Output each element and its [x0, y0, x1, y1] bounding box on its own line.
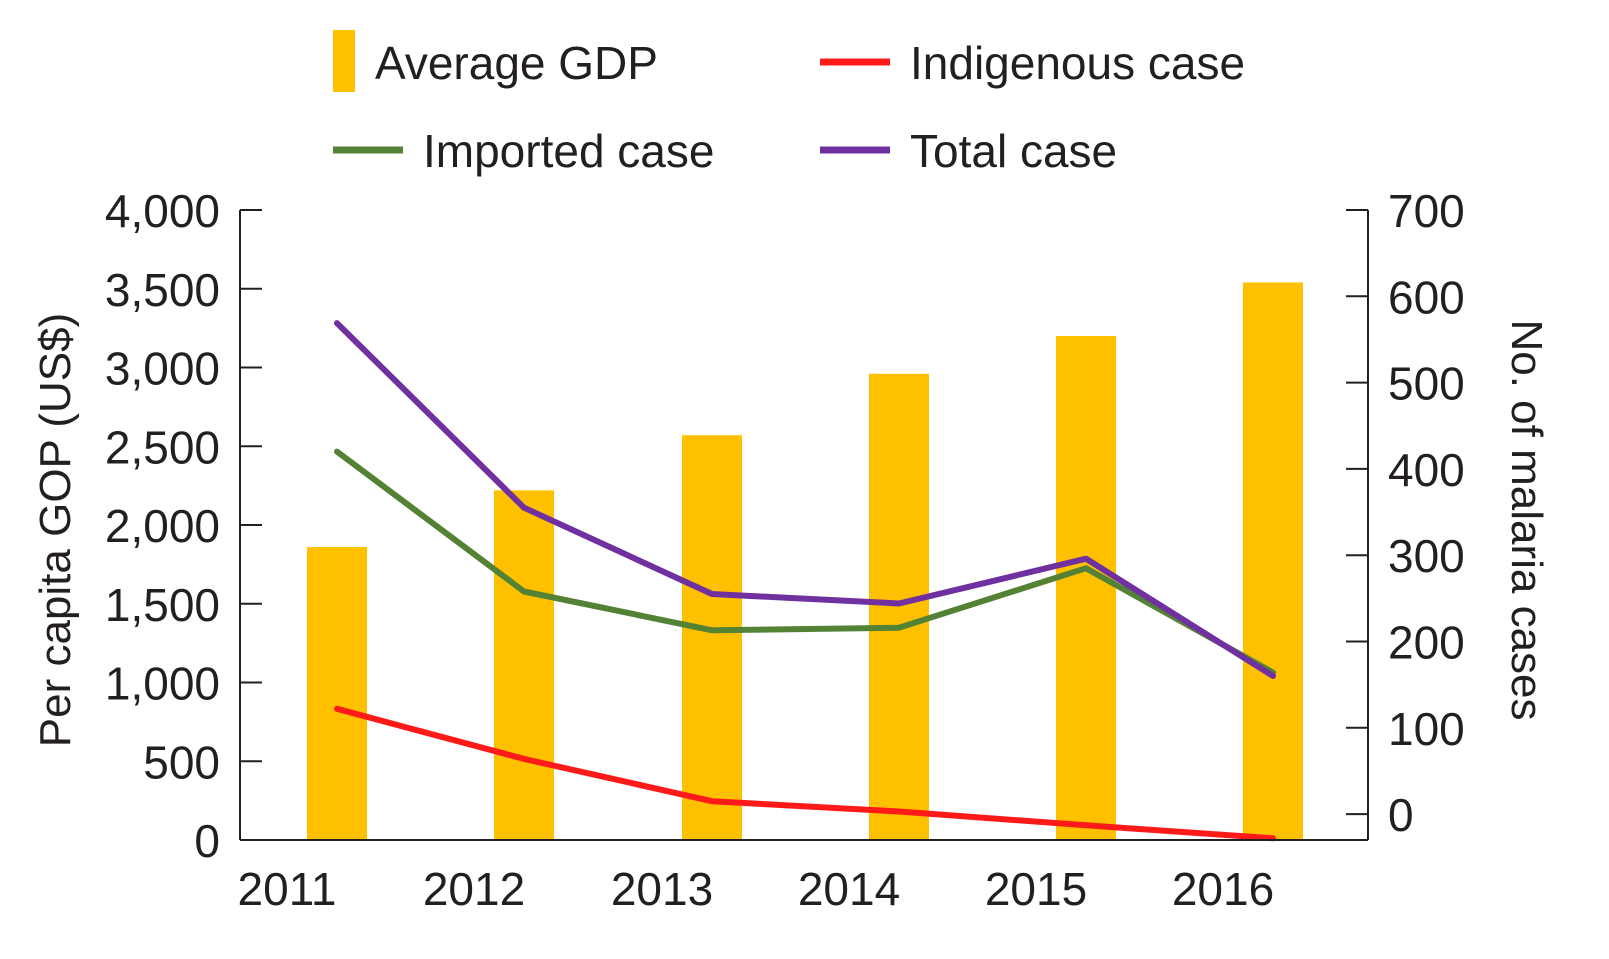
- legend-label-total-case: Total case: [910, 125, 1117, 177]
- bar-average-gdp-2014: [869, 373, 929, 840]
- x-tick-label-2015: 2015: [985, 863, 1087, 915]
- line-imported-case: [334, 448, 1276, 676]
- y-right-axis-label: No. of malaria cases: [1502, 319, 1551, 720]
- bar-average-gdp-2015: [1056, 336, 1116, 840]
- x-tick-label-2011: 2011: [238, 863, 337, 915]
- legend-label-indigenous-case: Indigenous case: [910, 37, 1245, 89]
- y-left-tick-label-1000: 1,000: [105, 658, 220, 710]
- legend-swatch-average-gdp: [333, 30, 355, 92]
- y-left-tick-label-0: 0: [194, 815, 220, 867]
- y-right-tick-label-0: 0: [1388, 789, 1414, 841]
- bar-average-gdp-2016: [1243, 282, 1303, 840]
- axes: 0 500 1,000 1,500 2,000 2,500 3,000 3,500 4,000 0…: [105, 185, 1465, 915]
- x-tick-label-2016: 2016: [1172, 863, 1274, 915]
- y-left-axis-label: Per capita GOP (US$): [31, 313, 80, 747]
- y-right-tick-label-500: 500: [1388, 358, 1465, 410]
- x-tick-label-2014: 2014: [798, 863, 900, 915]
- y-right-tick-label-400: 400: [1388, 444, 1465, 496]
- y-left-tick-label-3500: 3,500: [105, 264, 220, 316]
- line-total-case: [334, 320, 1276, 679]
- y-right-tick-label-600: 600: [1388, 271, 1465, 323]
- legend-label-imported-case: Imported case: [423, 125, 714, 177]
- x-tick-label-2012: 2012: [423, 863, 525, 915]
- y-left-tick-label-3000: 3,000: [105, 343, 220, 395]
- y-right-tick-label-200: 200: [1388, 617, 1465, 669]
- x-tick-label-2013: 2013: [611, 863, 713, 915]
- y-right-tick-label-300: 300: [1388, 530, 1465, 582]
- case-lines: [334, 320, 1276, 842]
- bar-average-gdp-2013: [682, 435, 742, 840]
- y-right-tick-label-700: 700: [1388, 185, 1465, 237]
- line-indigenous-case: [334, 705, 1276, 842]
- bar-average-gdp-2012: [494, 490, 554, 840]
- bar-average-gdp-2011: [307, 547, 367, 840]
- gdp-bars: [307, 282, 1303, 840]
- y-left-tick-label-4000: 4,000: [105, 185, 220, 237]
- y-left-tick-label-1500: 1,500: [105, 579, 220, 631]
- y-right-tick-label-100: 100: [1388, 703, 1465, 755]
- legend: Average GDP Indigenous case Imported case T…: [333, 30, 1245, 177]
- legend-label-average-gdp: Average GDP: [375, 37, 658, 89]
- y-left-tick-label-2000: 2,000: [105, 500, 220, 552]
- y-left-tick-label-500: 500: [143, 736, 220, 788]
- y-left-tick-label-2500: 2,500: [105, 421, 220, 473]
